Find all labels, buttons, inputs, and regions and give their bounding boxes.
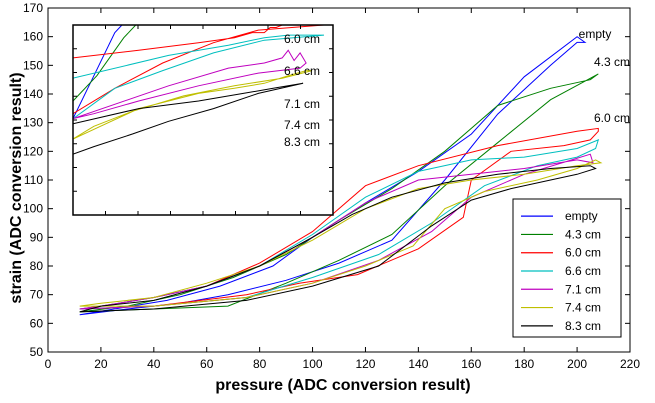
- x-tick-label: 120: [355, 357, 375, 371]
- x-tick-label: 140: [408, 357, 428, 371]
- y-tick-label: 100: [23, 202, 43, 216]
- inset-plot: 6.0 cm 6.6 cm 7.1 cm 7.4 cm 8.3 cm: [72, 24, 334, 216]
- x-tick-label: 80: [253, 357, 267, 371]
- y-tick-label: 160: [23, 30, 43, 44]
- series-line-6-0-cm: [79, 127, 599, 310]
- y-tick-label: 150: [23, 58, 43, 72]
- x-tick-label: 0: [45, 357, 52, 371]
- y-tick-label: 50: [30, 345, 44, 359]
- x-axis-label: pressure (ADC conversion result): [215, 377, 470, 394]
- series-end-label: 4.3 cm: [594, 55, 630, 69]
- legend-entry-label: empty: [565, 209, 598, 223]
- inset-curves: [73, 25, 325, 155]
- main-plot: 0 20 40 60 80 100 120 140 160 180 200 220 50 60 70 80 90…: [23, 1, 640, 371]
- legend-entry-label: 7.1 cm: [565, 282, 601, 296]
- legend-entry-label: 6.0 cm: [565, 246, 601, 260]
- inset-series-label: 7.4 cm: [284, 118, 320, 132]
- y-tick-label: 60: [30, 316, 44, 330]
- y-tick-label: 110: [24, 173, 43, 187]
- inset-series-label: 8.3 cm: [284, 135, 320, 149]
- series-end-label: 6.0 cm: [594, 111, 630, 125]
- inset-series-line-6-0-cm: [73, 25, 325, 115]
- series-line-8-3-cm: [79, 165, 597, 313]
- inset-series-label: 6.0 cm: [284, 32, 320, 46]
- inset-series-line-8-3-cm: [73, 82, 304, 155]
- x-tick-label: 60: [200, 357, 214, 371]
- y-tick-label: 70: [30, 288, 44, 302]
- legend: empty 4.3 cm 6.0 cm 6.6 cm 7.1 cm 7.4 cm 8.3 c…: [512, 198, 622, 338]
- inset-series-label: 6.6 cm: [284, 64, 320, 78]
- y-tick-label: 140: [23, 87, 43, 101]
- y-tick-label: 80: [30, 259, 44, 273]
- x-tick-label: 20: [94, 357, 108, 371]
- x-tick-label: 40: [147, 357, 161, 371]
- inset-series-line-7-1-cm: [73, 49, 307, 120]
- y-tick-label: 170: [23, 1, 43, 15]
- series-line-empty: [79, 36, 587, 316]
- inset-series-line-6-6-cm: [73, 34, 325, 120]
- x-tick-label: 160: [461, 357, 481, 371]
- x-tick-label: 200: [567, 357, 587, 371]
- series-end-label: empty: [579, 27, 612, 41]
- x-tick-label: 180: [514, 357, 534, 371]
- legend-entry-label: 7.4 cm: [565, 301, 601, 315]
- y-tick-label: 130: [23, 116, 43, 130]
- legend-entry-label: 4.3 cm: [565, 227, 601, 241]
- series-line-7-4-cm: [79, 159, 603, 307]
- legend-entry-label: 6.6 cm: [565, 264, 601, 278]
- legend-box: [512, 198, 622, 338]
- x-tick-label: 220: [620, 357, 640, 371]
- y-axis-label: strain (ADC conversion result): [8, 72, 25, 303]
- x-tick-label: 100: [303, 357, 323, 371]
- inset-series-label: 7.1 cm: [284, 97, 320, 111]
- y-tick-label: 120: [23, 144, 43, 158]
- legend-entry-label: 8.3 cm: [565, 319, 601, 333]
- y-tick-label: 90: [30, 230, 44, 244]
